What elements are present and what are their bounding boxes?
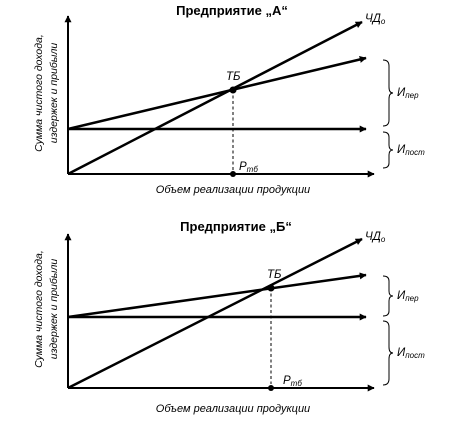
panel-a-title: Предприятие „А“ (176, 3, 288, 18)
panel-a-fixed-cost-label: Ипост (397, 144, 425, 157)
panel-b-var-cost-label: Ипер (397, 290, 419, 303)
panel-a-net-income-line (67, 20, 363, 176)
panel-b-total-cost-line (67, 272, 367, 319)
panel-b-break-even-point (267, 284, 275, 292)
panel-a-line-label: ЧДо (365, 13, 386, 26)
panel-b-point-label: ТБ (267, 269, 282, 281)
panel-b-fixed-cost-brace (382, 320, 394, 386)
panel-a-fixed-cost-brace (382, 131, 394, 169)
panel-a-point-label: ТБ (226, 71, 241, 83)
panel-a-y-label-line2: издержек и прибыли (48, 43, 60, 144)
panel-b-y-label-line2: издержек и прибыли (48, 259, 60, 360)
panel-b-title: Предприятие „Б“ (180, 219, 292, 234)
panel-a-y-label-line1: Сумма чистого дохода, (33, 34, 45, 152)
panel-b-x-label: Объем реализации продукции (156, 403, 310, 415)
panel-b-break-even-volume-point (268, 385, 274, 391)
panel-b-var-cost-brace (382, 275, 394, 317)
panel-b-y-label-line1: Сумма чистого дохода, (33, 250, 45, 368)
panel-a-x-label: Объем реализации продукции (156, 184, 310, 196)
panel-a: Предприятие „А“ Сумма чистого дохода, из… (33, 3, 425, 196)
panel-a-total-cost-line (67, 56, 367, 131)
panel-a-break-even-point (229, 86, 237, 94)
panel-a-p-label: Ртб (239, 161, 258, 174)
panel-a-break-even-volume-point (230, 171, 236, 177)
panel-b-fixed-cost-label: Ипост (397, 347, 425, 360)
panel-b-net-income-line (67, 237, 363, 390)
panel-b-line-label: ЧДо (365, 231, 386, 244)
panel-b: Предприятие „Б“ Сумма чистого дохода, из… (33, 219, 425, 415)
panel-b-p-label: Ртб (283, 375, 302, 388)
panel-a-var-cost-label: Ипер (397, 87, 419, 100)
panel-a-var-cost-brace (382, 59, 394, 127)
